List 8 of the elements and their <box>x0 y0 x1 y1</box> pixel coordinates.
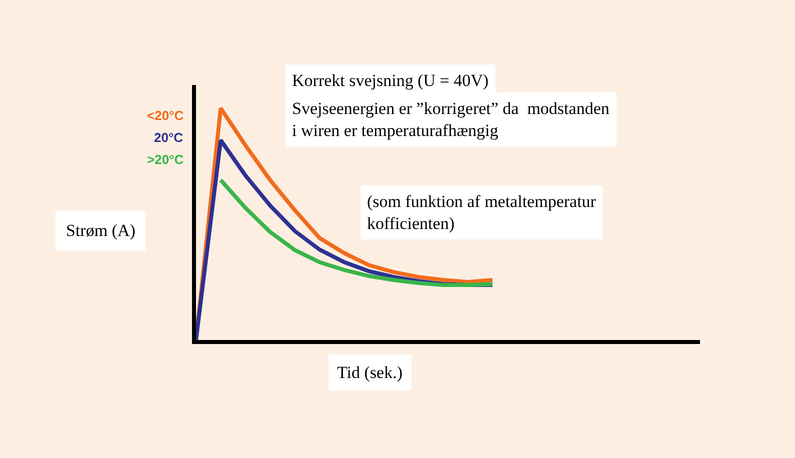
annotation: Svejseenergien er ”korrigeret” da modstanden i wiren er temperaturafhængig <box>292 99 610 140</box>
x-axis-title: Tid (sek.) <box>337 363 402 382</box>
annotation: (som funktion af metaltemperatur kofficienten) <box>367 192 596 234</box>
chart-title: Korrekt svejsning (U = 40V) <box>292 71 489 90</box>
text: >20°C <box>147 152 184 167</box>
text: <20°C <box>147 108 184 123</box>
text: 20°C <box>154 130 184 145</box>
y-axis-title: Strøm (A) <box>66 221 136 240</box>
